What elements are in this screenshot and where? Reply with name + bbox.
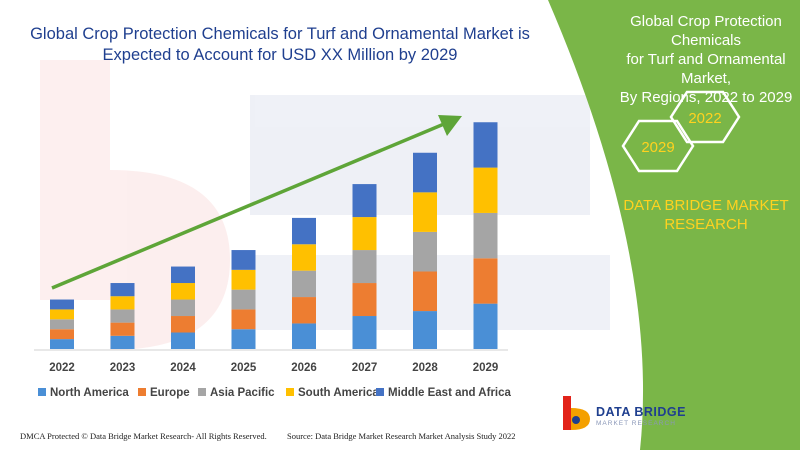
bar-segment-2029-south-america bbox=[473, 167, 498, 213]
logo-tagline: MARKET RESEARCH bbox=[596, 420, 676, 427]
bar-segment-2028-south-america bbox=[413, 192, 437, 232]
x-tick-label-2024: 2024 bbox=[170, 362, 196, 374]
bar-segment-2027-north-america bbox=[352, 316, 377, 349]
x-tick-label-2029: 2029 bbox=[473, 362, 499, 374]
bar-segment-2029-north-america bbox=[473, 303, 498, 349]
x-tick-label-2025: 2025 bbox=[231, 362, 257, 374]
side-panel-title-line-3: By Regions, 2022 to 2029 bbox=[619, 89, 793, 106]
logo-name: DATA BRIDGE bbox=[596, 405, 686, 419]
x-tick-label-2028: 2028 bbox=[412, 362, 438, 374]
bar-segment-2024-middle-east-and-africa bbox=[171, 266, 195, 284]
x-tick-label-2022: 2022 bbox=[49, 362, 75, 374]
bar-segment-2023-north-america bbox=[110, 335, 135, 349]
bar-segment-2024-europe bbox=[171, 316, 195, 333]
footer-copyright: DMCA Protected © Data Bridge Market Rese… bbox=[20, 431, 267, 441]
legend-label-asia-pacific: Asia Pacific bbox=[210, 387, 275, 399]
bar-segment-2029-asia-pacific bbox=[473, 212, 498, 259]
trend-arrow-icon bbox=[51, 115, 462, 290]
bar-segment-2028-middle-east-and-africa bbox=[413, 152, 437, 193]
bar-segment-2025-south-america bbox=[231, 269, 256, 290]
bar-segment-2022-asia-pacific bbox=[50, 319, 74, 330]
legend-swatch-asia-pacific bbox=[198, 388, 206, 396]
company-name: DATA BRIDGE MARKET RESEARCH bbox=[606, 196, 800, 234]
side-panel-title-line-2: for Turf and Ornamental Market, bbox=[626, 51, 786, 87]
legend-label-south-america: South America bbox=[298, 387, 379, 399]
bar-segment-2027-europe bbox=[352, 283, 377, 317]
bar-segment-2026-middle-east-and-africa bbox=[292, 217, 316, 245]
bar-segment-2029-middle-east-and-africa bbox=[473, 122, 498, 168]
x-tick-label-2023: 2023 bbox=[110, 362, 136, 374]
bar-segment-2024-north-america bbox=[171, 332, 195, 349]
bar-segment-2022-north-america bbox=[50, 339, 74, 349]
bar-segment-2023-europe bbox=[110, 322, 135, 336]
bar-segment-2025-middle-east-and-africa bbox=[231, 250, 256, 270]
legend-label-north-america: North America bbox=[50, 387, 129, 399]
hexagon-2029-icon bbox=[621, 119, 695, 173]
legend-swatch-middle-east-and-africa bbox=[376, 388, 384, 396]
bar-segment-2025-asia-pacific bbox=[231, 289, 256, 310]
data-bridge-logo-icon bbox=[563, 396, 590, 430]
legend-swatch-north-america bbox=[38, 388, 46, 396]
chart-title-line-2: Expected to Account for USD XX Million b… bbox=[102, 46, 458, 64]
legend-swatch-europe bbox=[138, 388, 146, 396]
bar-segment-2026-europe bbox=[292, 297, 316, 324]
legend-label-europe: Europe bbox=[150, 387, 190, 399]
bar-segment-2022-south-america bbox=[50, 309, 74, 320]
bar-segment-2025-north-america bbox=[231, 329, 256, 349]
hex-label-2029: 2029 bbox=[641, 139, 674, 156]
bar-segment-2023-south-america bbox=[110, 296, 135, 310]
side-panel-title-line-1: Global Crop Protection Chemicals bbox=[630, 13, 782, 49]
bar-segment-2028-europe bbox=[413, 271, 437, 312]
bar-segment-2029-europe bbox=[473, 258, 498, 304]
legend-swatch-south-america bbox=[286, 388, 294, 396]
hex-label-2022: 2022 bbox=[688, 110, 721, 127]
bar-segment-2027-middle-east-and-africa bbox=[352, 184, 377, 218]
bar-segment-2026-south-america bbox=[292, 244, 316, 271]
chart-title: Global Crop Protection Chemicals for Tur… bbox=[20, 24, 540, 66]
bar-segment-2026-north-america bbox=[292, 323, 316, 349]
bar-segment-2023-middle-east-and-africa bbox=[110, 283, 135, 297]
x-tick-label-2026: 2026 bbox=[291, 362, 317, 374]
chart-title-line-1: Global Crop Protection Chemicals for Tur… bbox=[30, 25, 530, 43]
company-name-line-1: DATA BRIDGE MARKET bbox=[623, 197, 789, 214]
bar-segment-2023-asia-pacific bbox=[110, 309, 135, 323]
footer-source: Source: Data Bridge Market Research Mark… bbox=[287, 431, 516, 441]
bar-segment-2026-asia-pacific bbox=[292, 270, 316, 298]
bar-segment-2028-north-america bbox=[413, 311, 437, 349]
bar-segment-2025-europe bbox=[231, 309, 256, 330]
bar-segment-2027-south-america bbox=[352, 217, 377, 251]
stacked-bars bbox=[50, 122, 498, 349]
bar-segment-2024-asia-pacific bbox=[171, 299, 195, 317]
x-tick-label-2027: 2027 bbox=[352, 362, 378, 374]
bar-segment-2028-asia-pacific bbox=[413, 231, 437, 272]
bar-segment-2022-middle-east-and-africa bbox=[50, 299, 74, 310]
bar-segment-2027-asia-pacific bbox=[352, 250, 377, 284]
bar-segment-2024-south-america bbox=[171, 283, 195, 300]
chart-legend: North America Europe Asia Pacific South Ame… bbox=[38, 387, 512, 399]
x-axis-tick-labels: 2022 2023 2024 2025 2026 2027 2028 2029 bbox=[49, 362, 498, 374]
bar-segment-2022-europe bbox=[50, 329, 74, 340]
legend-label-middle-east-and-africa: Middle East and Africa bbox=[388, 387, 512, 399]
company-name-line-2: RESEARCH bbox=[664, 216, 748, 233]
hexagon-2022-icon bbox=[669, 90, 741, 144]
side-panel-title: Global Crop Protection Chemicals for Tur… bbox=[606, 12, 800, 107]
